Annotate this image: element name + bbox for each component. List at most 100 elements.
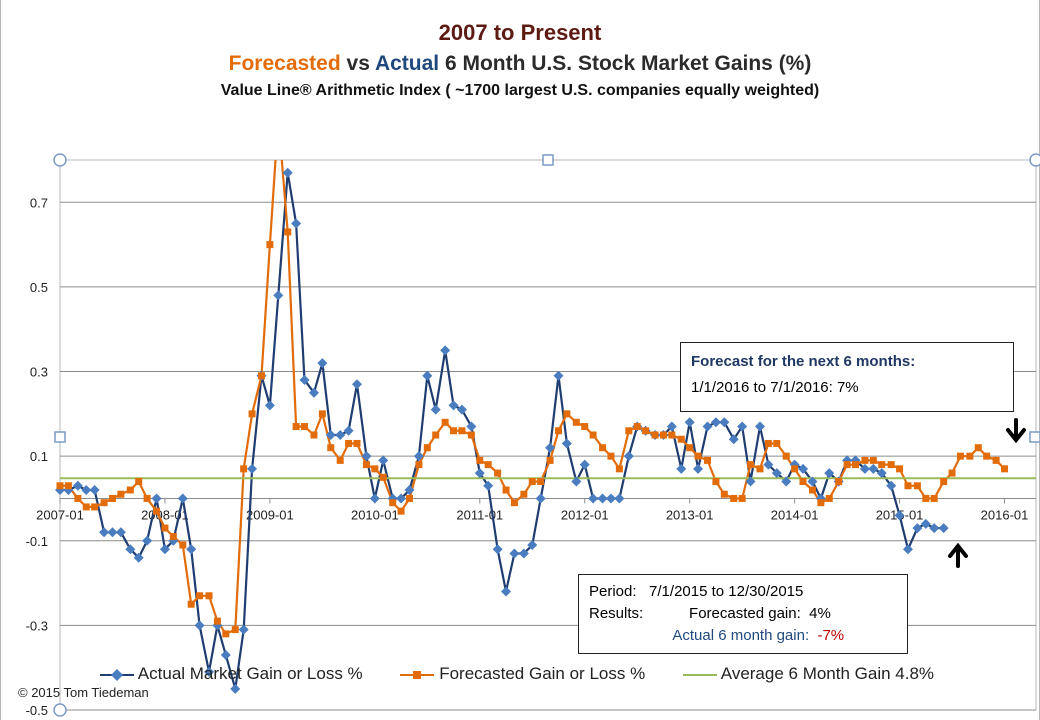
- forecast-point: [799, 478, 807, 486]
- forecast-point: [843, 461, 851, 469]
- actual-point: [588, 493, 599, 504]
- forecast-point: [930, 494, 938, 502]
- forecast-point: [563, 410, 571, 418]
- forecast-point: [397, 507, 405, 515]
- forecast-point: [615, 465, 623, 473]
- forecast-point: [581, 423, 589, 431]
- forecast-point: [791, 465, 799, 473]
- actual-point: [273, 290, 284, 301]
- y-tick-label: 0.7: [30, 195, 48, 210]
- forecast-point: [248, 410, 256, 418]
- actual-point: [545, 442, 556, 453]
- actual-gain-label: Actual 6 month gain:: [672, 627, 810, 644]
- subtitle-rest: 6 Month U.S. Stock Market Gains (%): [439, 52, 812, 75]
- actual-point: [745, 476, 756, 487]
- forecast-point: [694, 452, 702, 460]
- actual-point: [325, 430, 336, 440]
- forecast-point: [720, 490, 728, 498]
- forecast-point: [712, 478, 720, 486]
- actual-point: [702, 421, 713, 432]
- forecast-point: [659, 431, 667, 439]
- actual-point: [177, 493, 188, 504]
- resize-handle-top-left[interactable]: [53, 153, 67, 167]
- forecast-point: [187, 600, 195, 608]
- actual-point: [876, 468, 887, 479]
- actual-point: [291, 218, 302, 229]
- period-value: 7/1/2015 to 12/30/2015: [649, 583, 804, 600]
- resize-handle-middle-left[interactable]: [54, 431, 66, 443]
- forecast-point: [389, 499, 397, 507]
- forecast-point: [572, 418, 580, 426]
- actual-point: [335, 430, 346, 440]
- actual-point: [299, 375, 310, 385]
- forecast-point: [974, 444, 982, 452]
- period-row: Period: 7/1/2015 to 12/30/2015: [589, 581, 897, 603]
- resize-handle-middle-right[interactable]: [1029, 431, 1040, 443]
- actual-point: [430, 404, 441, 415]
- forecast-point: [651, 431, 659, 439]
- forecast-point: [625, 427, 633, 435]
- forecast-point: [851, 461, 859, 469]
- forecast-point: [896, 465, 904, 473]
- actual-point: [115, 527, 126, 538]
- actual-point: [142, 535, 153, 546]
- forecast-point: [747, 461, 755, 469]
- period-label: Period:: [589, 583, 637, 600]
- actual-point: [378, 455, 389, 466]
- forecast-point: [292, 423, 300, 431]
- actual-point: [571, 476, 582, 487]
- actual-point: [492, 544, 503, 555]
- forecast-point: [677, 435, 685, 443]
- actual-point: [186, 544, 197, 555]
- forecast-point: [494, 469, 502, 477]
- actual-point: [220, 650, 231, 660]
- forecast-point: [704, 456, 712, 464]
- forecast-point: [817, 499, 825, 507]
- forecast-point: [502, 486, 510, 494]
- forecast-point: [117, 490, 125, 498]
- actual-point: [929, 523, 940, 534]
- forecast-point: [100, 499, 108, 507]
- chart-title: 2007 to Present: [438, 20, 602, 45]
- forecast-point: [423, 444, 431, 452]
- forecast-point: [222, 630, 230, 638]
- actual-point: [894, 510, 905, 521]
- actual-point: [151, 493, 162, 504]
- forecast-point: [484, 461, 492, 469]
- forecast-point: [782, 452, 790, 460]
- actual-point: [413, 451, 424, 462]
- actual-point: [605, 493, 616, 504]
- actual-point: [317, 358, 328, 369]
- actual-point: [230, 683, 241, 694]
- subtitle-actual: Actual: [374, 52, 440, 75]
- actual-point: [684, 417, 695, 428]
- forecast-point: [64, 482, 72, 490]
- arrow-down-icon: [1006, 418, 1026, 444]
- actual-point: [527, 540, 538, 550]
- y-tick-label: -0.5: [26, 703, 48, 718]
- forecast-point: [878, 461, 886, 469]
- actual-point: [859, 463, 870, 474]
- forecast-point: [966, 452, 974, 460]
- resize-handle-bottom-left[interactable]: [53, 703, 67, 717]
- forecast-point: [869, 456, 877, 464]
- forecast-point: [835, 478, 843, 486]
- forecast-point: [441, 418, 449, 426]
- actual-point: [501, 586, 512, 597]
- results-callout: Period: 7/1/2015 to 12/30/2015 Results: …: [578, 574, 908, 654]
- forecast-point: [318, 410, 326, 418]
- actual-point: [308, 387, 319, 398]
- x-tick-label: 2014-01: [771, 507, 819, 522]
- forecast-point: [992, 456, 1000, 464]
- forecast-point: [773, 439, 781, 447]
- forecast-point: [231, 626, 239, 634]
- decorations: [53, 153, 1040, 717]
- forecast-point: [362, 461, 370, 469]
- forecast-point: [922, 494, 930, 502]
- forecast-point: [135, 478, 143, 486]
- results-label: Results:: [589, 605, 644, 622]
- forecast-point: [266, 241, 274, 249]
- actual-point: [728, 434, 739, 445]
- resize-handle-top-right[interactable]: [1029, 153, 1040, 167]
- resize-handle-top-center[interactable]: [542, 154, 554, 166]
